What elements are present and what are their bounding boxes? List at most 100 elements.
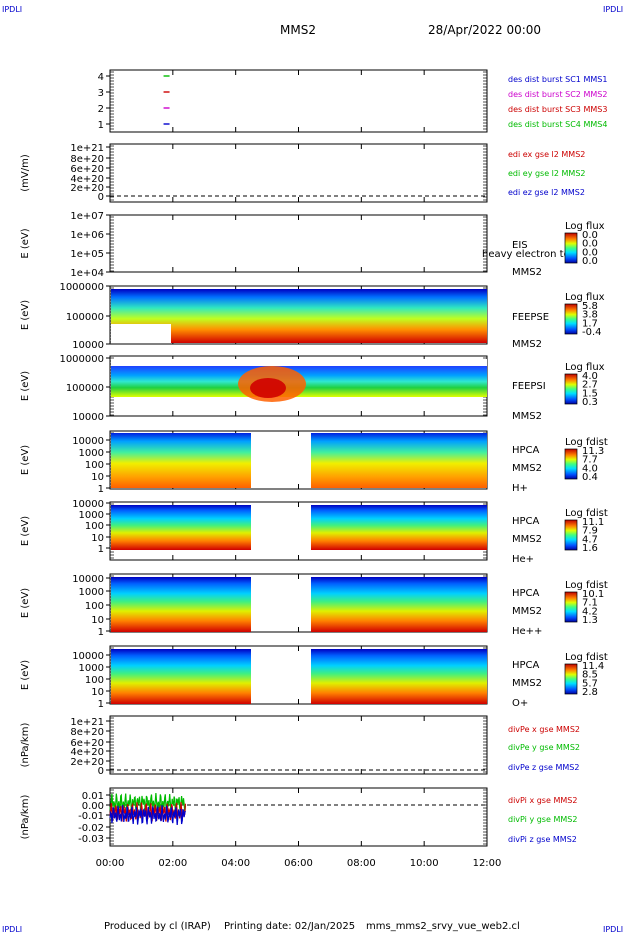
panel9-colorbar <box>564 663 578 695</box>
panel6-y-tick-label: 10 <box>91 472 104 483</box>
footer-printing-date: Printing date: 02/Jan/2025 <box>224 921 355 932</box>
panel2-y-tick-label: 8e+20 <box>70 154 104 165</box>
panel4-colorbar-tick: 3.8 <box>582 310 598 321</box>
panel5-colorbar-title: Log flux <box>565 362 605 373</box>
panel10-y-tick-label: 4e+20 <box>70 747 104 758</box>
panel8-right-label: HPCA <box>512 588 540 599</box>
panel4-y-axis-label: E (eV) <box>20 300 31 330</box>
hpca-hepp-spectrogram-right <box>311 577 487 632</box>
panel9-right-label: MMS2 <box>512 678 542 689</box>
panel4-y-tick-label: 1000000 <box>59 282 104 293</box>
panel2-legend-entry: edi ex gse l2 MMS2 <box>508 150 585 159</box>
panel10-y-tick-label: 2e+20 <box>70 757 104 768</box>
panel5-y-tick-label: 10000 <box>72 412 104 423</box>
panel3-colorbar-tick: 0.0 <box>582 239 598 250</box>
panel9-y-tick-label: 100 <box>85 675 104 686</box>
panel7-y-tick-label: 1000 <box>79 510 104 521</box>
panel1-y-tick-label: 4 <box>98 72 104 83</box>
panel6-colorbar-tick: 7.7 <box>582 455 598 466</box>
panel9-colorbar-tick: 11.4 <box>582 661 604 672</box>
feepse-low-energy-cutoff <box>111 324 171 343</box>
panel3-frame <box>109 214 488 273</box>
panel6-right-label: HPCA <box>512 445 540 456</box>
panel1-y-tick-label: 1 <box>98 120 104 131</box>
panel7-y-tick-label: 10000 <box>72 499 104 510</box>
panel7-colorbar-tick: 1.6 <box>582 543 598 554</box>
x-axis-tick-label: 10:00 <box>410 858 439 869</box>
panel6-colorbar-title: Log fdist <box>565 437 608 448</box>
panel6-colorbar-tick: 4.0 <box>582 463 598 474</box>
panel-frames: 4 3 2 1 des dist burst SC1 MMS1 des dist burs… <box>20 69 607 869</box>
panel6-y-tick-label: 1 <box>98 484 104 495</box>
panel9-right-label: HPCA <box>512 660 540 671</box>
hpca-heplus-spectrogram-left <box>111 505 251 550</box>
mission-title: MMS2 <box>280 23 316 37</box>
panel3-right-label: EIS <box>512 240 528 251</box>
spectrogram-fills <box>111 289 487 704</box>
panel6-y-axis-label: E (eV) <box>20 445 31 475</box>
panel2-y-tick-label: 6e+20 <box>70 164 104 175</box>
panel3-overlay-text: heavy electron to <box>482 249 570 260</box>
panel6-y-tick-label: 100 <box>85 460 104 471</box>
panel7-right-label: He+ <box>512 554 534 565</box>
panel3-colorbar-tick: 0.0 <box>582 256 598 267</box>
panel1-legend-entry: des dist burst SC1 MMS1 <box>508 75 607 84</box>
panel9-y-tick-label: 1000 <box>79 663 104 674</box>
panel8-y-axis-label: E (eV) <box>20 588 31 618</box>
panel8-y-tick-label: 100 <box>85 601 104 612</box>
panel10-y-tick-label: 6e+20 <box>70 738 104 749</box>
panel2-y-tick-label: 4e+20 <box>70 174 104 185</box>
panel11-y-tick-label: -0.02 <box>78 823 104 834</box>
hpca-heplus-spectrogram-right <box>311 505 487 550</box>
panel4-right-label: FEEPSE <box>512 312 549 323</box>
panel2-legend-entry: edi ez gse l2 MMS2 <box>508 188 585 197</box>
panel4-colorbar <box>564 303 578 335</box>
panel10-legend-entry: divPe y gse MMS2 <box>508 743 580 752</box>
panel10-y-axis-label: (nPa/km) <box>20 723 31 768</box>
corner-label-bottom-left: IPDLI <box>2 925 22 934</box>
x-axis-tick-label: 08:00 <box>347 858 376 869</box>
panel8-y-tick-label: 1000 <box>79 587 104 598</box>
panel4-y-tick-label: 100000 <box>66 312 104 323</box>
panel8-colorbar-tick: 4.2 <box>582 606 598 617</box>
x-axis-tick-label: 00:00 <box>96 858 125 869</box>
panel6-colorbar-tick: 11.3 <box>582 446 604 457</box>
panel4-y-tick-label: 10000 <box>72 340 104 351</box>
panel10-frame <box>109 715 488 775</box>
panel4-colorbar-tick: -0.4 <box>582 327 602 338</box>
panel2-y-tick-label: 1e+21 <box>70 143 104 154</box>
panel7-colorbar-tick: 7.9 <box>582 526 598 537</box>
panel9-colorbar-tick: 8.5 <box>582 670 598 681</box>
panel7-colorbar-tick: 4.7 <box>582 534 598 545</box>
panel5-colorbar-tick: 2.7 <box>582 380 598 391</box>
panel8-colorbar-title: Log fdist <box>565 580 608 591</box>
panel5-colorbar-tick: 4.0 <box>582 371 598 382</box>
panel11-legend-entry: divPi x gse MMS2 <box>508 796 577 805</box>
panel9-y-axis-label: E (eV) <box>20 660 31 690</box>
panel4-colorbar-tick: 1.7 <box>582 318 598 329</box>
feepsi-hot-core <box>250 378 286 398</box>
panel2-y-tick-label: 0 <box>98 192 104 203</box>
divpi-series-2 <box>109 804 186 825</box>
panel9-y-tick-label: 1 <box>98 699 104 710</box>
panel7-colorbar-tick: 11.1 <box>582 517 604 528</box>
panel3-y-tick-label: 1e+04 <box>70 268 104 279</box>
panel7-y-axis-label: E (eV) <box>20 516 31 546</box>
panel5-right-label: FEEPSI <box>512 381 546 392</box>
panel7-y-tick-label: 10 <box>91 533 104 544</box>
panel8-right-label: He++ <box>512 626 542 637</box>
panel9-colorbar-tick: 2.8 <box>582 687 598 698</box>
panel3-colorbar-tick: 0.0 <box>582 247 598 258</box>
panel5-y-axis-label: E (eV) <box>20 371 31 401</box>
panel1-legend-entry: des dist burst SC4 MMS4 <box>508 120 607 129</box>
panel5-colorbar-tick: 1.5 <box>582 388 598 399</box>
panel8-colorbar-tick: 7.1 <box>582 598 598 609</box>
panel6-y-tick-label: 10000 <box>72 436 104 447</box>
panel9-colorbar-tick: 5.7 <box>582 678 598 689</box>
panel7-right-label: HPCA <box>512 516 540 527</box>
panel4-colorbar-title: Log flux <box>565 292 605 303</box>
panel1-legend-entry: des dist burst SC3 MMS3 <box>508 105 607 114</box>
panel3-y-tick-label: 1e+05 <box>70 249 104 260</box>
panel5-right-label: MMS2 <box>512 411 542 422</box>
panel8-colorbar-tick: 1.3 <box>582 615 598 626</box>
